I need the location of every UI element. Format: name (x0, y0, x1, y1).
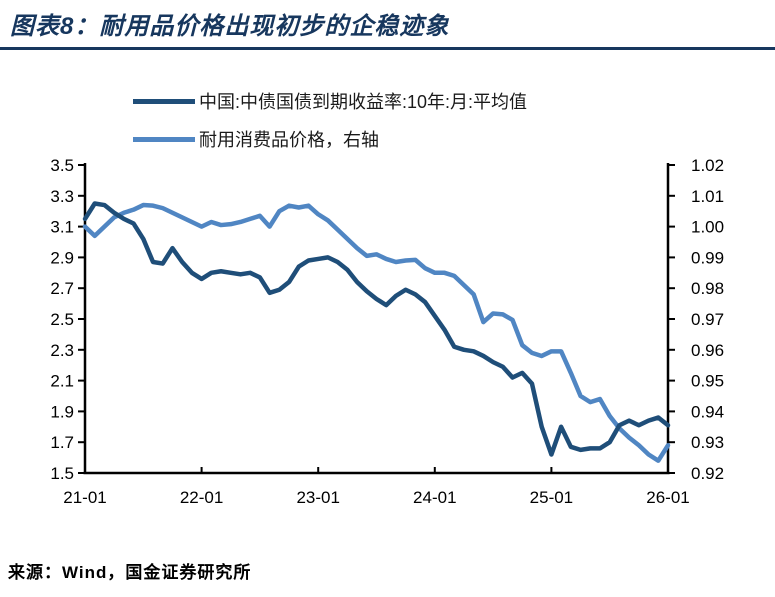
right-axis-tick-label: 1.02 (691, 156, 724, 175)
left-axis-tick-label: 1.9 (50, 402, 74, 421)
x-axis-tick-label: 23-01 (296, 488, 339, 507)
figure-title: 图表8：耐用品价格出现初步的企稳迹象 (10, 13, 450, 40)
x-axis-tick-label: 21-01 (63, 488, 106, 507)
line-chart-canvas: 3.5 1.02 3.3 1.01 3.1 1.00 2.9 0.99 2.7 0.98 2.5 0.… (50, 156, 724, 507)
right-axis-tick-label: 0.92 (691, 464, 724, 483)
right-axis-tick-label: 0.95 (691, 372, 724, 391)
x-axis-tick-label: 22-01 (180, 488, 223, 507)
yield-line-swatch (133, 98, 195, 104)
left-axis-tick-label: 1.5 (50, 464, 74, 483)
series-line-price (82, 202, 671, 463)
legend-label-yield: 中国:中债国债到期收益率:10年:月:平均值 (199, 92, 528, 112)
legend-item-price: 耐用消费品价格，右轴 (133, 125, 527, 153)
left-axis-tick-label: 2.9 (50, 248, 74, 267)
x-axis-tick-label: 26-01 (646, 488, 689, 507)
left-axis-tick-label: 2.1 (50, 372, 74, 391)
x-axis-tick-label: 25-01 (530, 488, 573, 507)
right-axis-tick-label: 0.98 (691, 279, 724, 298)
chart-legend: 中国:中债国债到期收益率:10年:月:平均值 耐用消费品价格，右轴 (133, 87, 527, 163)
left-axis-tick-label: 1.7 (50, 433, 74, 452)
left-axis-tick-label: 3.5 (50, 156, 74, 175)
right-axis-tick-label: 0.97 (691, 310, 724, 329)
left-axis-tick-label: 3.1 (50, 218, 74, 237)
legend-label-price: 耐用消费品价格，右轴 (199, 130, 379, 150)
x-axis-tick-label: 24-01 (413, 488, 456, 507)
source-note: 来源：Wind，国金证券研究所 (8, 563, 252, 582)
series-line-yield (82, 201, 671, 457)
right-axis-tick-label: 0.93 (691, 433, 724, 452)
left-axis-tick-label: 2.7 (50, 279, 74, 298)
right-axis-tick-label: 1.00 (691, 218, 724, 237)
price-line-swatch (133, 136, 195, 142)
title-divider-rule (0, 47, 775, 50)
legend-item-yield: 中国:中债国债到期收益率:10年:月:平均值 (133, 87, 527, 115)
right-axis-tick-label: 0.99 (691, 248, 724, 267)
left-axis-tick-label: 2.3 (50, 341, 74, 360)
right-axis-tick-label: 1.01 (691, 187, 724, 206)
right-axis-tick-label: 0.96 (691, 341, 724, 360)
left-axis-tick-label: 3.3 (50, 187, 74, 206)
right-axis-tick-label: 0.94 (691, 402, 724, 421)
left-axis-tick-label: 2.5 (50, 310, 74, 329)
